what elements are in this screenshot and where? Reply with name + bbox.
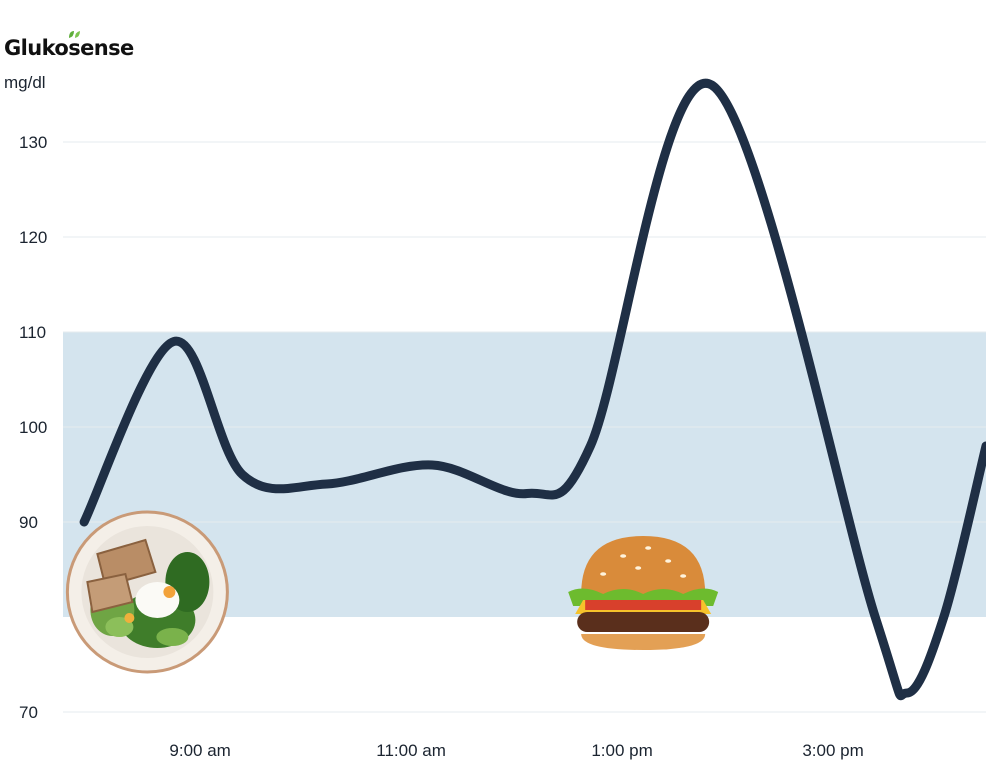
y-tick-label: 110 <box>19 323 46 342</box>
burger-icon <box>568 536 719 650</box>
x-tick-label: 11:00 am <box>376 741 446 760</box>
x-tick-label: 3:00 pm <box>802 741 863 760</box>
y-tick-label: 120 <box>19 228 47 247</box>
x-tick-label: 9:00 am <box>169 741 230 760</box>
leaf-icon <box>69 31 80 38</box>
salad-plate-icon <box>65 510 229 674</box>
y-axis-unit: mg/dl <box>4 73 46 92</box>
y-tick-label: 100 <box>19 418 47 437</box>
y-tick-label: 130 <box>19 133 47 152</box>
y-axis: 70 90 100 110 120 130 <box>19 133 47 722</box>
y-tick-label: 90 <box>19 513 38 532</box>
brand-logo: Glukosense <box>4 31 134 60</box>
gridlines <box>63 141 986 713</box>
brand-name: Glukosense <box>4 36 134 60</box>
x-tick-label: 1:00 pm <box>591 741 652 760</box>
y-tick-label: 70 <box>19 703 38 722</box>
glucose-series-line <box>79 78 986 701</box>
x-axis: 9:00 am 11:00 am 1:00 pm 3:00 pm <box>169 741 863 760</box>
